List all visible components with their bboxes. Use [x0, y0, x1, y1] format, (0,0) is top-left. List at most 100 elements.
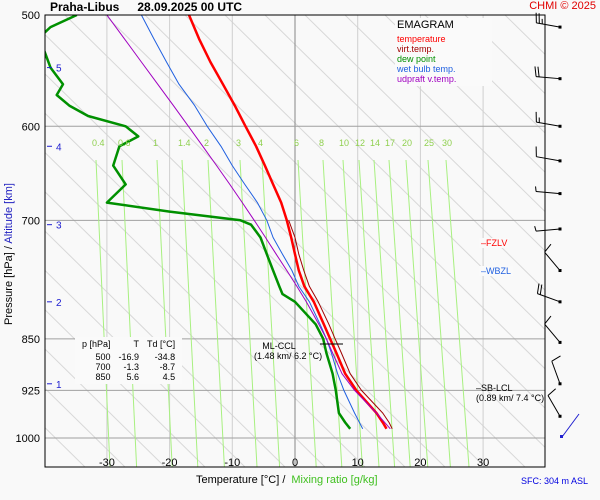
wind-barb-staff	[537, 293, 561, 303]
wind-barb-half-flag	[535, 186, 537, 192]
wbzl-label: WBZL	[486, 266, 512, 276]
x-axis-label-mixing: Mixing ratio [g/kg]	[291, 474, 378, 486]
wind-barb-staff	[544, 323, 561, 343]
dry-adiabat-line	[45, 73, 446, 467]
dry-adiabat-line	[184, 15, 545, 370]
wind-barb-staff	[551, 361, 561, 384]
tick-layer: 0.4 0.6 1 1.4 2 3 4 6 8 10 12 14 17 20 25 30-30 -20 -10 0 1…	[16, 10, 490, 469]
series-layer	[45, 15, 393, 430]
copyright: CHMI © 2025	[529, 0, 596, 12]
mixing-ratio-line	[358, 159, 380, 467]
ml-ccl-label: ML-CCL	[262, 341, 296, 351]
x-tick-label: 0	[292, 457, 298, 469]
legend-item-temperature: temperature	[397, 34, 446, 44]
wind-barb-flag	[534, 66, 537, 77]
mixing-ratio-line	[427, 159, 451, 467]
dry-adiabat-line	[304, 15, 545, 252]
ml-ccl-detail: (1.48 km/ 6.2 °C)	[254, 351, 323, 361]
mixing-ratio-label: 6	[294, 138, 299, 148]
legend-item-wet-bulb: wet bulb temp.	[397, 64, 456, 74]
surface-elevation: SFC: 304 m ASL	[520, 476, 588, 486]
dry-adiabat-line	[144, 15, 545, 409]
table-cell: 700	[95, 362, 111, 372]
mixing-ratio-label: 12	[355, 138, 365, 148]
mixing-ratio-label: 3	[236, 138, 241, 148]
altitude-tick-label: 1	[56, 380, 62, 391]
mixing-ratio-line	[322, 159, 343, 467]
mixing-ratio-line	[445, 159, 470, 467]
wind-barb-flag	[544, 243, 552, 253]
table-cell: 4.5	[162, 372, 176, 382]
mixing-ratio-label: 10	[339, 138, 349, 148]
mixing-ratio-label: 25	[424, 138, 434, 148]
wind-barb-staff	[544, 251, 561, 271]
chart-title: Praha-Libus 28.09.2025 00 UTC	[50, 0, 242, 14]
table-row: 700 -1.3 -8.7	[78, 362, 179, 372]
altitude-tick-label: 4	[56, 142, 62, 153]
stability-table: p [hPa] T Td [°C] 500 -16.9 -34.8 700 -1…	[75, 337, 183, 384]
mixing-ratio-label: 1	[153, 138, 158, 148]
table-cell: 5.6	[126, 372, 140, 382]
legend-title: EMAGRAM	[397, 19, 454, 31]
mixing-ratio-label: 20	[402, 138, 412, 148]
dry-adiabat-line	[45, 269, 246, 467]
mixing-ratio-label: 2	[204, 138, 209, 148]
y-axis-label: Pressure [hPa] / Altitude [km]	[3, 169, 15, 339]
dry-adiabat-line	[45, 112, 406, 467]
sb-lcl-detail: (0.89 km/ 7.4 °C)	[476, 393, 545, 403]
mixing-ratio-label: 30	[442, 138, 452, 148]
dry-adiabat-line	[45, 33, 486, 467]
dry-adiabat-line	[224, 15, 545, 331]
fzlv-label: FZLV	[486, 238, 508, 248]
series-line-udpraft-v-temp	[106, 15, 391, 430]
mixing-ratio-line	[121, 159, 138, 467]
table-cell: -1.3	[123, 362, 140, 372]
mixing-ratio-lines	[95, 159, 470, 467]
wind-barb-flag	[547, 388, 556, 396]
fzlv-marker: –FZLV	[479, 238, 510, 248]
legend: EMAGRAM temperature virt.temp. dew point…	[395, 18, 492, 86]
table-cell: -34.8	[154, 352, 176, 362]
table-header: T	[133, 339, 140, 349]
mixing-ratio-line	[261, 159, 281, 467]
wind-barb-staff	[536, 156, 561, 162]
y-axis-label-altitude: Altitude [km]	[3, 183, 15, 244]
x-tick-label: -10	[224, 457, 240, 469]
wind-barb-flag	[544, 315, 552, 325]
altitude-tick-label: 2	[56, 298, 62, 309]
table-header: p [hPa]	[82, 339, 111, 349]
x-tick-label: -20	[162, 457, 178, 469]
dry-adiabat-line	[585, 15, 600, 467]
altitude-tick-label: 3	[56, 221, 62, 232]
series-line-virt-temp	[288, 220, 393, 430]
dry-adiabat-line	[104, 15, 545, 449]
sb-lcl-annotation: –SB-LCL (0.89 km/ 7.4 °C)	[476, 383, 545, 403]
x-tick-label: -30	[99, 457, 115, 469]
wbzl-marker: –WBZL	[479, 266, 514, 276]
legend-item-dew-point: dew point	[397, 54, 436, 64]
dry-adiabat-line	[45, 387, 126, 467]
station-name: Praha-Libus	[50, 0, 120, 14]
mixing-ratio-line	[373, 159, 396, 467]
ml-ccl-annotation: ML-CCL (1.48 km/ 6.2 °C)	[254, 341, 322, 361]
table-row: 850 5.6 4.5	[78, 372, 179, 382]
plot-frame	[44, 14, 546, 468]
wind-barb-staff	[547, 395, 561, 417]
dry-adiabat-line	[45, 230, 286, 467]
series-line-temperature	[187, 15, 388, 430]
wind-barb-flag	[539, 284, 543, 295]
dry-adiabat-line	[464, 15, 545, 95]
wind-barbs	[534, 12, 580, 438]
mixing-ratio-label: 0.6	[118, 138, 131, 148]
pressure-tick-label: 700	[22, 215, 40, 227]
mixing-ratio-line	[388, 159, 411, 467]
mixing-ratio-line	[181, 159, 199, 467]
mixing-ratio-line	[95, 159, 111, 467]
pressure-tick-label: 850	[22, 334, 40, 346]
wind-barb-flag	[537, 66, 540, 77]
table-header: Td [°C]	[147, 339, 176, 349]
dry-adiabat-line	[424, 15, 545, 134]
mixing-ratio-label: 14	[370, 138, 380, 148]
wind-barb-staff	[536, 22, 561, 28]
